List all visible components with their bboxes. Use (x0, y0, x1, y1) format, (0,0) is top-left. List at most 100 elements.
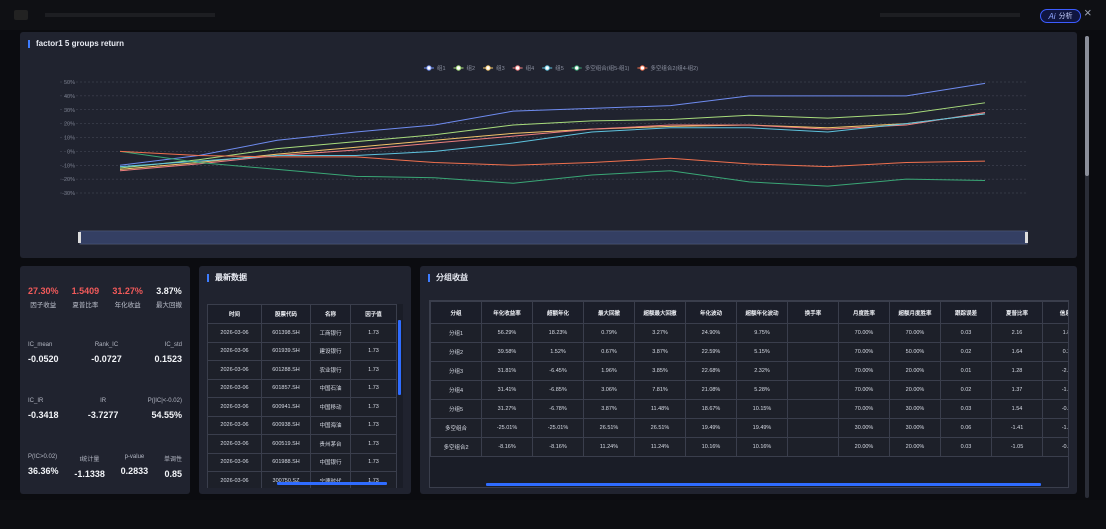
stat-label: IC_IR (28, 398, 44, 404)
header-row: 时间 股票代码 名称 因子值 (207, 304, 397, 324)
table-cell: 601857.SH (261, 378, 311, 398)
stat-item: IC_std 0.1523 (154, 342, 182, 364)
stat-value: 27.30% (28, 286, 59, 296)
table-cell: 0.03 (940, 437, 992, 457)
table-cell: 30.00% (889, 418, 941, 438)
table-cell: 19.49% (685, 418, 737, 438)
blur (14, 10, 28, 20)
ai-button[interactable]: Ai 分析 (1040, 9, 1081, 23)
stat-label: 最大回撤 (155, 302, 182, 309)
legend-marker (455, 65, 462, 71)
groups-panel: 分组收益 分组 年化收益率 超额年化 最大回撤 超额最大回撤 年化波动 超额年化波动 换手率月… (420, 266, 1077, 494)
table-row: 2026-03-06 601988.SH 中国银行 1.73 (207, 452, 397, 472)
table-cell: -1.41 (991, 418, 1043, 438)
v-scroll[interactable] (398, 320, 401, 395)
table-cell: 31.27% (481, 399, 533, 419)
stat-label: IR (100, 398, 107, 404)
scroll-thumb[interactable] (1085, 36, 1089, 176)
table-cell: 70.00% (838, 361, 890, 381)
table-cell: 分组3 (430, 361, 482, 381)
table-cell: 中国银行 (310, 452, 351, 472)
stat-label: P(|IC|<-0.02) (147, 398, 182, 404)
table-cell: 9.75% (736, 323, 788, 343)
stat-item: 单调性 0.85 (164, 454, 182, 479)
column-header: 名称 (310, 304, 351, 324)
table-cell: 601939.SH (261, 341, 311, 361)
table-cell: 多空组合2 (430, 437, 482, 457)
table-cell: 24.90% (685, 323, 737, 343)
stat-item: 31.27% 年化收益 (112, 286, 143, 309)
table-cell: 中国移动 (310, 397, 351, 417)
top-bar: Ai 分析 × (0, 0, 1106, 30)
table-cell: 10.16% (736, 437, 788, 457)
table-cell: 1.73 (350, 323, 397, 343)
legend-marker (485, 65, 491, 71)
ai-label: 分析 (1058, 13, 1073, 20)
stat-row: IC_IR -0.3418 IR -3.7277 P(|IC|<-0.02) 54.55% (28, 398, 182, 420)
stat-label: 单调性 (163, 457, 182, 463)
table-cell: 2026-03-06 (207, 341, 262, 361)
stat-value: 31.27% (112, 286, 143, 296)
table-cell: 7.81% (634, 380, 686, 400)
table-cell: 中国石油 (310, 378, 351, 398)
legend-label: 多空组合(组5-组1) (585, 64, 630, 72)
table-cell: 1.73 (350, 378, 397, 398)
stat-label: P(IC>0.02) (28, 454, 58, 460)
table-cell: 2026-03-06 (207, 323, 262, 343)
table-cell: 22.59% (685, 342, 737, 362)
column-header: 最大回撤 (583, 301, 635, 324)
table-cell: 中国海油 (310, 415, 351, 435)
table-cell: 31.41% (481, 380, 533, 400)
stat-value: -0.0520 (28, 354, 59, 364)
table-cell: 300750.SZ (261, 471, 311, 488)
table-cell: -1.21 (1042, 380, 1068, 400)
stat-value: -1.1338 (74, 469, 105, 479)
stat-label: IC_std (164, 342, 182, 348)
table-cell: -0.61 (1042, 399, 1068, 419)
table-cell: 工商银行 (310, 323, 351, 343)
table-cell: 20.00% (889, 361, 941, 381)
table-cell: 1.73 (350, 415, 397, 435)
latest-table: 时间 股票代码 名称 因子值 2026-03-06 601398.SH 工商银行 1.73 20… (207, 304, 397, 488)
table-cell: 2026-03-06 (207, 378, 262, 398)
zoom-selection[interactable] (80, 231, 1027, 244)
table-cell: 11.48% (634, 399, 686, 419)
table-cell: 600941.SH (261, 397, 311, 417)
table-cell: 2.16 (991, 323, 1043, 343)
legend-label: 组5 (555, 64, 564, 72)
h-scroll[interactable] (486, 483, 1041, 486)
table-cell: 10.16% (685, 437, 737, 457)
series-line (119, 113, 986, 170)
table-cell: 601988.SH (261, 452, 311, 472)
zoom-handle[interactable] (1025, 232, 1028, 243)
stat-value: 0.2833 (120, 466, 149, 476)
stat-label: 夏普比率 (72, 302, 99, 309)
table-cell: 21.08% (685, 380, 737, 400)
table-cell: 26.51% (583, 418, 635, 438)
zoom-handle[interactable] (78, 232, 81, 243)
table-cell: -1.21 (1042, 418, 1068, 438)
stat-label: p-value (124, 454, 145, 460)
table-row: 2026-03-06 600938.SH 中国海油 1.73 (207, 415, 397, 435)
table-cell: 56.29% (481, 323, 533, 343)
h-scroll[interactable] (277, 482, 387, 485)
column-header: 夏普比率 (991, 301, 1043, 324)
table-row: 分组1 56.29% 18.23% 0.79% 3.27% 24.90% 9.75% 70.0… (430, 323, 1068, 343)
table-cell: 0.01 (940, 361, 992, 381)
table-cell (787, 323, 839, 343)
table-cell: 26.51% (634, 418, 686, 438)
table-cell: -2.71 (1042, 361, 1068, 381)
stat-item: P(IC>0.02) 36.36% (28, 454, 59, 479)
scrollbar[interactable] (1085, 36, 1089, 498)
column-header: 超额年化波动 (736, 301, 788, 324)
legend-label: 多空组合2(组4-组2) (650, 64, 698, 72)
y-tick-label: 50% (64, 80, 75, 86)
table-cell: 分组1 (430, 323, 482, 343)
close-button[interactable]: × (1084, 5, 1092, 20)
column-header: 超额月度胜率 (889, 301, 941, 324)
stat-value: -3.7277 (87, 410, 119, 420)
column-header: 年化收益率 (481, 301, 533, 324)
table-cell: 分组5 (430, 399, 482, 419)
table-cell: 宁德时代 (310, 471, 351, 488)
